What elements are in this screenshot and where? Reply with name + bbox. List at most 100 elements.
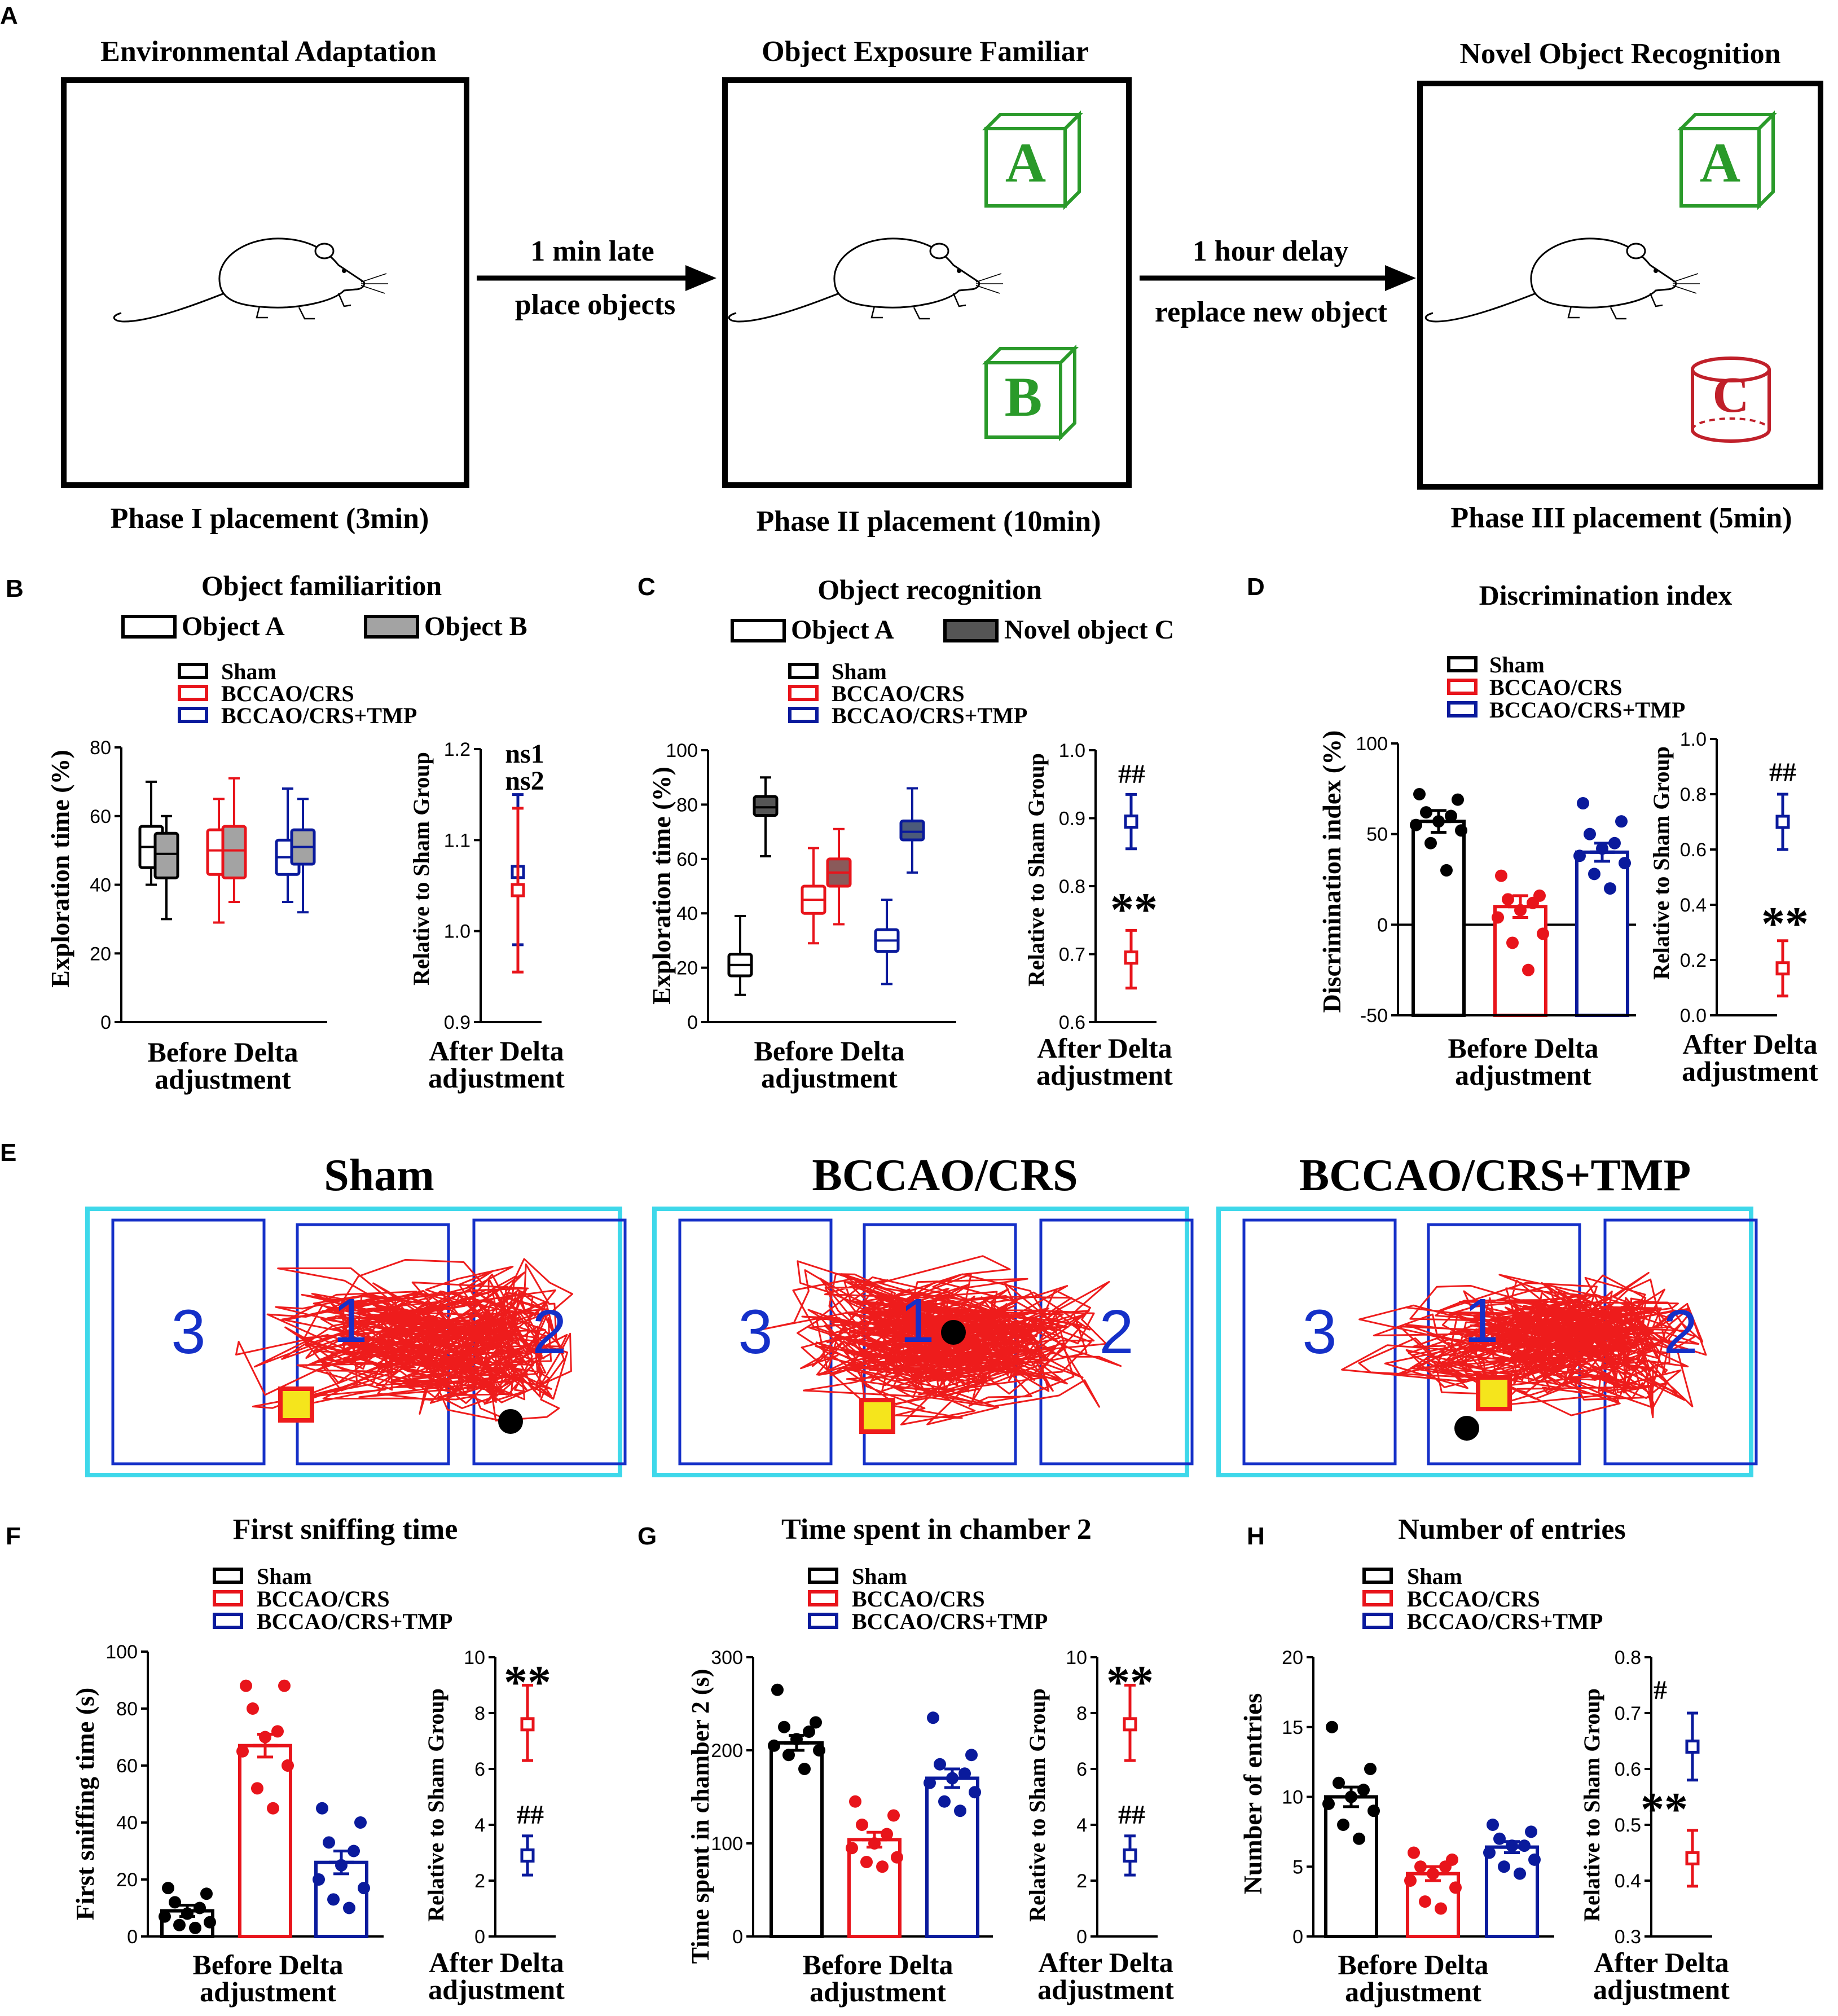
data-point	[1452, 793, 1464, 806]
mouse-phase3	[1424, 237, 1701, 323]
errorbar-tmp	[1124, 793, 1138, 851]
errorbar-crs	[520, 1684, 535, 1762]
panel-g-ylabel: Time spent in chamber 2 (s)	[687, 1669, 714, 1964]
h-sig2: **	[1641, 1783, 1688, 1835]
chart-b-left: 0 20 40 60 80	[90, 737, 327, 1033]
errorbar-marker	[1124, 815, 1138, 829]
h-adjustment-left: adjustment	[1345, 1976, 1481, 2008]
y-tick-label: 0	[1292, 1926, 1303, 1948]
y-tick-label: 0.7	[1615, 1703, 1641, 1724]
data-point	[181, 1907, 194, 1920]
bar-rect	[770, 1741, 824, 1939]
zone-3	[1242, 1218, 1397, 1465]
data-point	[1413, 787, 1426, 800]
y-tick-label: 80	[90, 737, 111, 759]
phase1-arena	[61, 77, 469, 488]
panel-letter-d: D	[1247, 573, 1265, 601]
legend-d-crs: BCCAO/CRS	[1489, 675, 1622, 700]
b-sig1: ns1	[505, 739, 544, 769]
y-tick-label: 5	[1292, 1856, 1303, 1878]
errorbar-crs	[1685, 1829, 1700, 1888]
data-point	[194, 1901, 206, 1914]
phase3-arena	[1417, 81, 1823, 490]
panel-h-relative: Relative to Sham Group	[1579, 1688, 1604, 1922]
chart-c-left: 0 20 40 60 80 100	[666, 740, 956, 1033]
data-point	[1367, 1804, 1380, 1817]
legend-f-sham: Sham	[257, 1564, 312, 1589]
bar-rect	[1575, 850, 1629, 1018]
data-point	[887, 1809, 900, 1822]
errorbar-marker	[1775, 815, 1790, 829]
data-point	[1404, 1874, 1417, 1887]
data-point	[1424, 837, 1437, 849]
data-point	[881, 1828, 893, 1841]
phase2-arena	[722, 77, 1132, 488]
data-point	[1333, 1776, 1345, 1789]
y-tick-label: 60	[90, 806, 111, 827]
y-tick-label: 0.5	[1615, 1815, 1641, 1836]
y-tick-label: 60	[676, 849, 698, 870]
legend-c-objecta: Object A	[791, 615, 894, 645]
bar-rect	[1406, 1872, 1460, 1938]
errorbar-crs	[511, 807, 525, 974]
legend-b-tmp: BCCAO/CRS+TMP	[221, 703, 417, 728]
y-tick-label: 0.8	[1059, 876, 1085, 897]
b-before: Before Delta	[147, 1036, 298, 1068]
y-tick-label: 8	[1076, 1703, 1087, 1724]
data-point	[1577, 797, 1589, 810]
panel-f-title: First sniffing time	[233, 1513, 458, 1546]
data-point	[173, 1918, 186, 1931]
cube-a-phase2: A	[982, 110, 1084, 210]
bar-rect	[925, 1776, 979, 1938]
data-point	[259, 1731, 271, 1744]
h-after: After Delta	[1594, 1947, 1729, 1978]
y-tick-label: 0.8	[1615, 1647, 1641, 1669]
chart-g-right: 0 2 4 6 8 10	[1066, 1647, 1158, 1948]
y-tick-label: 1.0	[444, 921, 471, 943]
errorbar-marker	[1123, 1717, 1137, 1732]
data-point	[1604, 882, 1616, 895]
bar-tmp	[1483, 1819, 1541, 1939]
errorbar-marker	[1123, 1848, 1137, 1863]
y-tick-label: 0.6	[1680, 839, 1707, 861]
legend-b-objectb-swatch	[364, 615, 419, 639]
y-tick-label: 0.7	[1059, 944, 1085, 966]
data-point	[798, 1763, 811, 1775]
data-point	[868, 1837, 881, 1850]
data-point	[204, 1916, 216, 1929]
c-before: Before Delta	[754, 1035, 904, 1067]
y-tick-label: 6	[474, 1759, 485, 1780]
legend-h-sham: Sham	[1407, 1564, 1462, 1589]
y-tick-label: 40	[90, 875, 111, 896]
data-point	[782, 1749, 795, 1762]
panel-letter-e: E	[0, 1139, 16, 1167]
data-point	[1326, 1720, 1338, 1733]
y-tick-label: 300	[711, 1647, 743, 1669]
g-adjustment-left: adjustment	[810, 1976, 946, 2008]
data-point	[924, 1776, 936, 1789]
track-path	[763, 1255, 1122, 1426]
zone-label-3: 3	[1302, 1297, 1336, 1367]
data-point	[1483, 1846, 1496, 1859]
panel-d-relative: Relative to Sham Group	[1648, 746, 1674, 980]
data-point	[965, 1749, 978, 1762]
panel-d-title: Discrimination index	[1479, 579, 1733, 611]
cylinder-c-label: C	[1713, 367, 1749, 423]
data-point	[846, 1842, 858, 1855]
data-point	[1528, 1853, 1541, 1866]
data-point	[240, 1679, 252, 1692]
box-body	[221, 825, 247, 879]
data-point	[159, 1910, 171, 1923]
data-point	[1502, 893, 1514, 906]
data-point	[1357, 1784, 1370, 1797]
data-point	[1353, 1832, 1365, 1845]
chart-f-left: 0 20 40 60 80 100	[105, 1641, 384, 1948]
cube-b-label: B	[1005, 366, 1043, 428]
y-tick-label: 0	[687, 1012, 698, 1033]
y-tick-label: 20	[116, 1869, 138, 1891]
data-point	[169, 1896, 181, 1909]
data-point	[200, 1887, 213, 1900]
data-point	[1596, 842, 1608, 855]
arrow1-head	[685, 265, 716, 291]
y-tick-label: 0	[1076, 1926, 1087, 1948]
